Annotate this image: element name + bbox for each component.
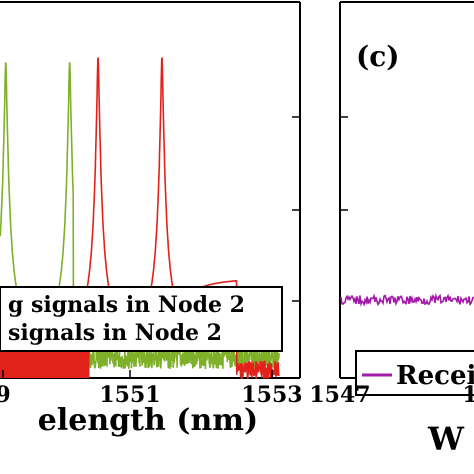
left-x-tick-label: 1553 [241, 382, 302, 408]
right-x-axis-label: W [427, 420, 465, 458]
panel-label-c: (c) [356, 40, 400, 73]
right-x-tick-label: 1547 [309, 382, 370, 408]
left-x-tick-label: 9 [0, 382, 11, 408]
right-x-tick-label: 1 [462, 382, 474, 408]
left-legend-box [0, 286, 283, 352]
left-x-tick-label: 1551 [99, 382, 160, 408]
series-line-purple [340, 292, 474, 307]
right-panel: (c) Recei 1547 1 W [309, 1, 474, 458]
left-legend-entry-1: g signals in Node 2 [8, 292, 245, 318]
left-panel: g signals in Node 2 signals in Node 2 9 1… [0, 1, 303, 438]
left-x-axis-label: elength (nm) [38, 403, 258, 438]
right-legend-box [355, 350, 474, 396]
right-legend-entry-1: Recei [396, 361, 474, 391]
left-legend-entry-2: signals in Node 2 [8, 320, 222, 346]
